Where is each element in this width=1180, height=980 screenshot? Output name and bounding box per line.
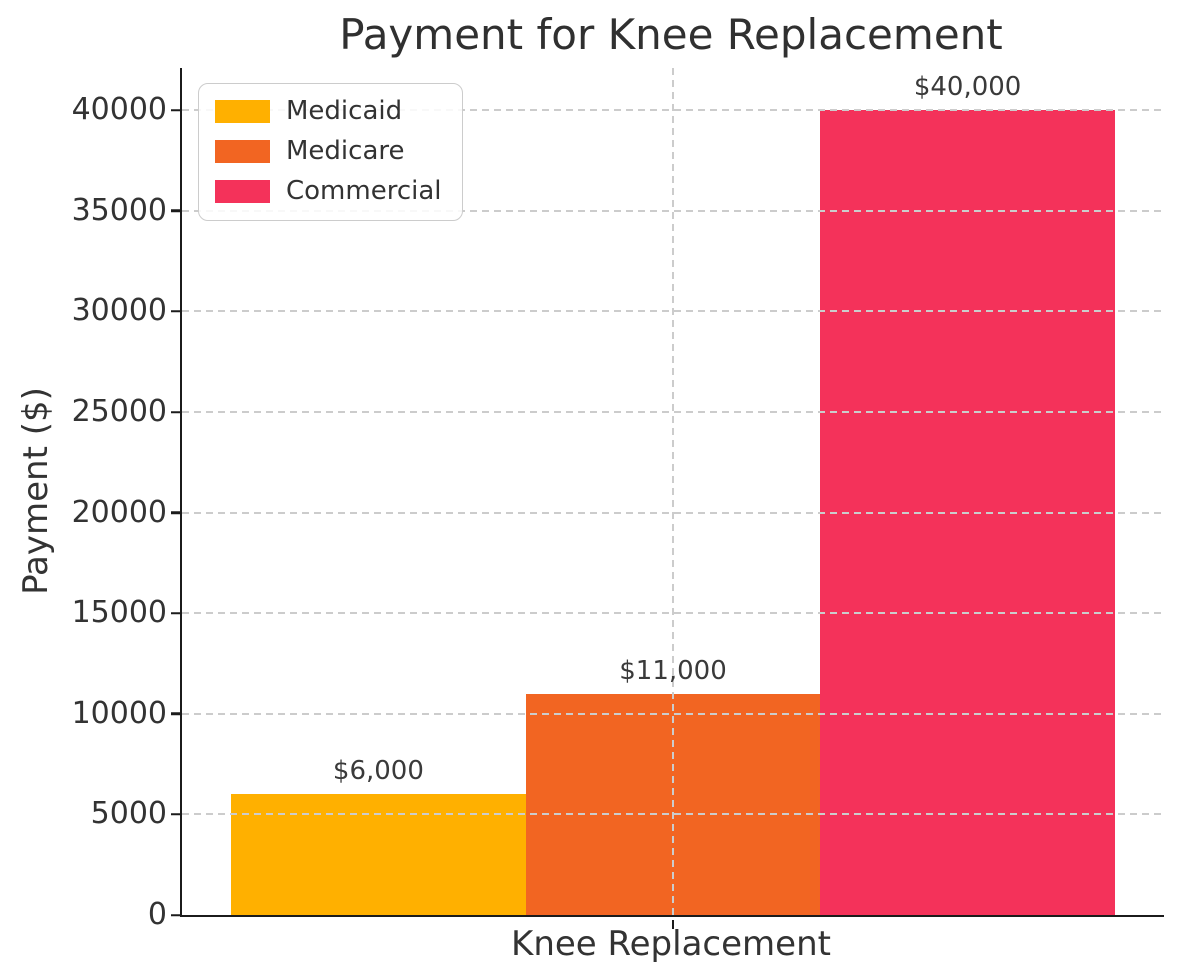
y-tick-label: 5000	[90, 796, 167, 832]
legend-item-commercial: Commercial	[215, 176, 442, 207]
legend-label: Medicaid	[286, 96, 403, 126]
y-tick-mark	[171, 109, 180, 112]
y-axis-ticks: 0 5000 10000 15000 20000 25000 30000 35000 40000	[0, 68, 180, 930]
y-tick-mark	[171, 813, 180, 816]
legend-swatch-icon	[215, 100, 270, 124]
chart-title: Payment for Knee Replacement	[339, 10, 1003, 59]
y-tick-label: 15000	[71, 595, 167, 631]
legend-swatch-icon	[215, 180, 270, 204]
bar-medicare	[525, 693, 821, 915]
y-tick-label: 25000	[71, 394, 167, 430]
bar-commercial	[820, 110, 1115, 915]
y-tick-mark	[171, 310, 180, 313]
y-tick-mark	[171, 712, 180, 716]
y-tick-label: 30000	[71, 293, 167, 329]
y-tick-label: 40000	[71, 92, 167, 128]
legend-item-medicaid: Medicaid	[215, 96, 442, 127]
bar-value-label: $11,000	[619, 655, 727, 686]
y-tick-mark	[171, 913, 180, 917]
legend-label: Commercial	[286, 176, 442, 207]
legend-label: Medicare	[286, 136, 405, 167]
x-axis-label: Knee Replacement	[511, 924, 831, 964]
y-tick-mark	[171, 410, 180, 414]
bar-value-label: $6,000	[332, 756, 424, 787]
legend-item-medicare: Medicare	[215, 136, 442, 167]
y-tick-mark	[171, 209, 180, 213]
y-tick-label: 0	[147, 897, 167, 932]
y-tick-mark	[171, 511, 180, 514]
bar-value-label: $40,000	[913, 72, 1022, 103]
y-tick-label: 35000	[71, 192, 167, 228]
plot-area: $6,000 $11,000 $40,000 Medicaid Medicare Com…	[180, 68, 1164, 929]
y-tick-label: 20000	[71, 494, 167, 530]
y-tick-mark	[171, 611, 180, 615]
legend-swatch-icon	[215, 140, 270, 164]
bar-medicaid	[231, 794, 526, 915]
legend: Medicaid Medicare Commercial	[198, 83, 463, 221]
x-tick-mark	[671, 920, 675, 929]
y-tick-label: 10000	[71, 695, 167, 731]
